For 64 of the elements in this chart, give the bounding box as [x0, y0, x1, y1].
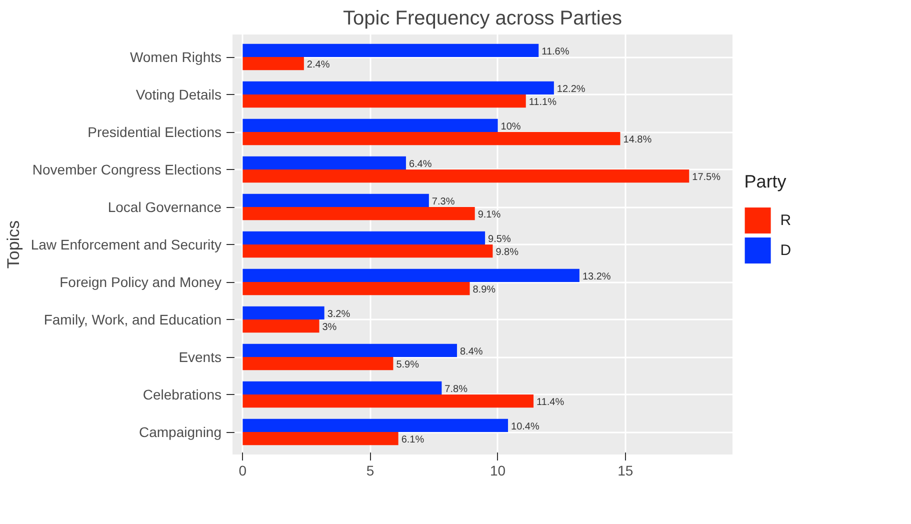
- bar: [242, 432, 398, 446]
- data-label: 13.2%: [582, 271, 611, 282]
- data-label: 3.2%: [327, 308, 350, 320]
- data-label: 9.5%: [488, 234, 511, 245]
- legend-label: D: [780, 242, 792, 259]
- y-tick-label: Campaigning: [139, 424, 222, 440]
- x-tick-label: 10: [490, 462, 506, 478]
- data-label: 9.8%: [496, 247, 519, 258]
- data-label: 5.9%: [396, 360, 420, 371]
- bar: [242, 207, 475, 220]
- bar: [242, 231, 486, 244]
- data-label: 7.8%: [444, 384, 468, 395]
- bar: [242, 357, 394, 370]
- data-label: 17.5%: [692, 172, 721, 184]
- bar: [242, 156, 406, 170]
- data-label: 8.4%: [460, 346, 483, 358]
- y-tick-label: Voting Details: [136, 86, 222, 102]
- y-tick-label: Foreign Policy and Money: [60, 274, 222, 290]
- data-label: 11.4%: [536, 397, 564, 408]
- bar: [242, 344, 457, 357]
- data-label: 9.1%: [478, 210, 501, 221]
- bar: [242, 194, 429, 207]
- bar: [242, 244, 493, 258]
- chart-title: Topic Frequency across Parties: [343, 8, 622, 30]
- data-label: 11.6%: [542, 46, 570, 58]
- data-label: 3%: [322, 322, 337, 334]
- data-label: 8.9%: [472, 284, 496, 296]
- y-tick-label: Presidential Elections: [88, 124, 222, 140]
- bar: [242, 418, 508, 432]
- bar: [242, 268, 580, 282]
- x-tick-label: 0: [238, 462, 247, 478]
- y-tick-label: Local Governance: [108, 199, 222, 215]
- legend-title: Party: [744, 172, 786, 192]
- y-tick-label: Law Enforcement and Security: [30, 236, 222, 252]
- y-tick-label: Family, Work, and Education: [44, 312, 222, 328]
- x-tick-label: 5: [366, 462, 374, 478]
- x-tick-label: 15: [618, 462, 634, 478]
- legend-label: R: [780, 212, 792, 229]
- bar: [242, 320, 320, 333]
- bar: [242, 381, 442, 394]
- bar: [242, 118, 498, 132]
- data-label: 10.4%: [511, 421, 540, 432]
- data-label: 14.8%: [623, 134, 652, 146]
- y-tick-label: November Congress Elections: [32, 162, 222, 178]
- bar: [242, 306, 324, 320]
- bar: [242, 282, 470, 296]
- data-label: 12.2%: [556, 84, 586, 95]
- bar: [242, 94, 526, 108]
- data-label: 7.3%: [432, 196, 455, 208]
- bar: [242, 44, 539, 57]
- data-label: 10%: [500, 121, 521, 132]
- bar: [242, 81, 554, 94]
- y-tick-label: Women Rights: [130, 49, 222, 65]
- y-axis-title: Topics: [4, 220, 23, 269]
- bar: [242, 132, 620, 146]
- bar: [242, 170, 690, 183]
- data-label: 6.1%: [401, 434, 424, 446]
- bar: [242, 57, 304, 70]
- data-label: 2.4%: [306, 60, 330, 71]
- bar: [242, 394, 534, 408]
- y-tick-label: Celebrations: [142, 386, 222, 402]
- y-tick-label: Events: [178, 349, 222, 365]
- data-label: 6.4%: [408, 158, 432, 170]
- data-label: 11.1%: [528, 97, 557, 108]
